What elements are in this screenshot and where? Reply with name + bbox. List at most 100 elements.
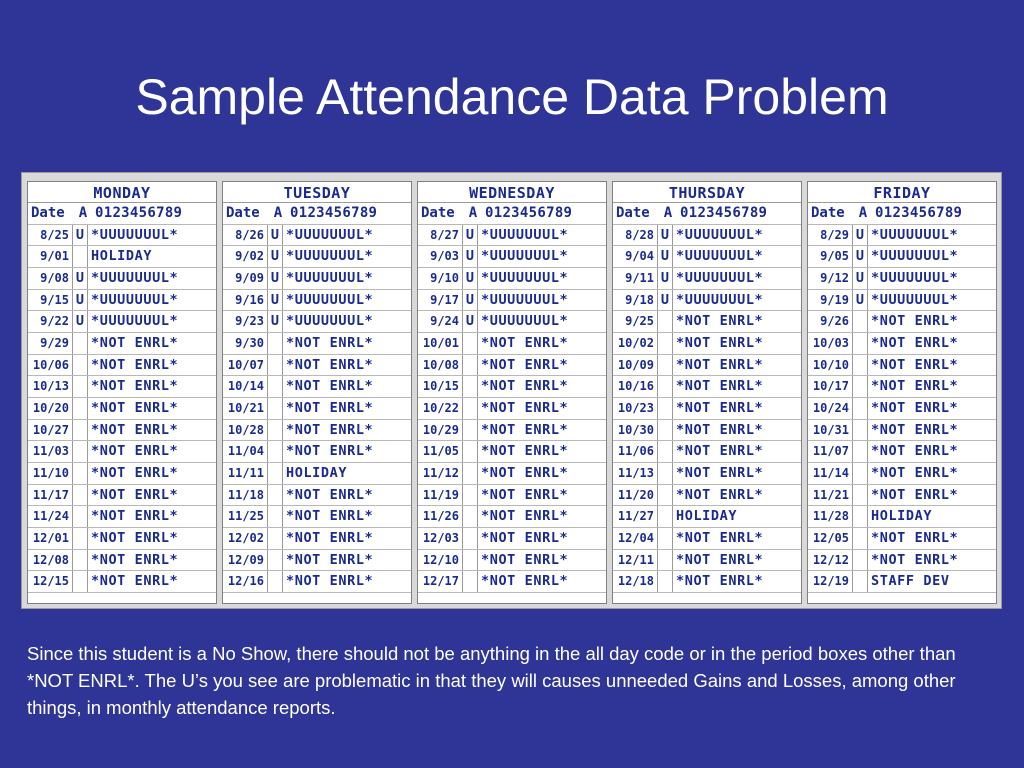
period-codes-cell: *NOT ENRL* — [481, 443, 569, 460]
date-cell: 9/09 — [235, 270, 264, 285]
all-day-code-cell — [657, 484, 673, 506]
all-day-code-cell — [852, 311, 868, 332]
table-row: 12/12 *NOT ENRL* — [808, 549, 996, 572]
period-codes-cell: *NOT ENRL* — [286, 356, 374, 373]
date-cell: 10/20 — [32, 400, 69, 415]
all-day-code-cell: U — [852, 267, 868, 289]
table-row: 12/19 STAFF DEV — [808, 571, 996, 593]
date-cell: 9/26 — [820, 314, 849, 329]
table-row: 11/05 *NOT ENRL* — [418, 441, 606, 463]
all-day-code-cell: U — [462, 246, 478, 267]
all-day-code-cell: U — [852, 246, 868, 267]
all-day-code-cell — [72, 354, 88, 376]
date-cell: 9/30 — [235, 335, 264, 350]
all-day-code-cell: U — [72, 267, 88, 289]
table-row: 8/28 U *UUUUUUUL* — [613, 224, 801, 247]
date-cell: 9/18 — [625, 292, 654, 307]
table-row: 12/09 *NOT ENRL* — [223, 549, 411, 572]
all-day-code-cell — [657, 462, 673, 484]
date-cell: 11/20 — [617, 487, 654, 502]
table-row: 10/08 *NOT ENRL* — [418, 354, 606, 377]
all-day-code-cell: U — [267, 311, 283, 332]
table-row: 11/20 *NOT ENRL* — [613, 484, 801, 507]
date-cell: 9/03 — [430, 249, 459, 264]
date-cell: 9/24 — [430, 314, 459, 329]
period-codes-cell: *NOT ENRL* — [481, 573, 569, 590]
all-day-code-cell: U — [267, 289, 283, 311]
all-day-code-cell — [267, 376, 283, 397]
date-cell: 10/06 — [32, 357, 69, 372]
all-day-code-cell — [267, 354, 283, 376]
all-day-code-cell — [267, 441, 283, 462]
date-cell: 12/08 — [32, 552, 69, 567]
period-codes-cell: *UUUUUUUL* — [871, 248, 959, 265]
period-codes-cell: *NOT ENRL* — [91, 421, 179, 438]
date-cell: 8/26 — [235, 227, 264, 242]
period-codes-cell: *NOT ENRL* — [91, 443, 179, 460]
period-codes-cell: *UUUUUUUL* — [871, 291, 959, 308]
period-codes-cell: *NOT ENRL* — [871, 529, 959, 546]
period-codes-cell: *NOT ENRL* — [286, 551, 374, 568]
period-codes-cell: *UUUUUUUL* — [91, 291, 179, 308]
date-cell: 12/04 — [617, 530, 654, 545]
period-codes-cell: *NOT ENRL* — [286, 486, 374, 503]
period-codes-cell: *NOT ENRL* — [676, 421, 764, 438]
period-codes-cell: *NOT ENRL* — [286, 421, 374, 438]
date-cell: 11/26 — [422, 509, 459, 524]
table-row: 10/06 *NOT ENRL* — [28, 354, 216, 377]
all-day-code-cell — [267, 571, 283, 592]
date-cell: 10/10 — [812, 357, 849, 372]
date-cell: 11/10 — [32, 465, 69, 480]
date-cell: 11/03 — [32, 444, 69, 459]
date-cell: 12/05 — [812, 530, 849, 545]
all-day-code-cell — [72, 332, 88, 354]
period-codes-cell: *NOT ENRL* — [91, 529, 179, 546]
date-cell: 10/22 — [422, 400, 459, 415]
table-row: 9/29 *NOT ENRL* — [28, 332, 216, 355]
date-cell: 9/19 — [820, 292, 849, 307]
all-day-column-header: A — [858, 205, 868, 221]
table-row: 10/14 *NOT ENRL* — [223, 376, 411, 398]
date-cell: 11/27 — [617, 509, 654, 524]
date-cell: 10/02 — [617, 335, 654, 350]
table-row: 12/17 *NOT ENRL* — [418, 571, 606, 593]
all-day-code-cell: U — [462, 224, 478, 246]
table-row: 12/10 *NOT ENRL* — [418, 549, 606, 572]
date-cell: 12/02 — [227, 530, 264, 545]
all-day-code-cell — [852, 332, 868, 354]
period-codes-cell: *UUUUUUUL* — [676, 269, 764, 286]
table-row: 9/22 U *UUUUUUUL* — [28, 311, 216, 333]
date-cell: 9/15 — [40, 292, 69, 307]
all-day-code-cell — [657, 441, 673, 462]
table-row: 10/28 *NOT ENRL* — [223, 419, 411, 442]
table-row: 11/04 *NOT ENRL* — [223, 441, 411, 463]
date-cell: 12/12 — [812, 552, 849, 567]
all-day-code-cell: U — [72, 311, 88, 332]
column-header-row: Date A 0123456789 — [613, 203, 801, 225]
all-day-code-cell — [72, 397, 88, 419]
table-row: 9/23 U *UUUUUUUL* — [223, 311, 411, 333]
date-cell: 10/23 — [617, 400, 654, 415]
table-row: 11/27 HOLIDAY — [613, 506, 801, 528]
period-codes-cell: *UUUUUUUL* — [286, 248, 374, 265]
table-row: 12/04 *NOT ENRL* — [613, 527, 801, 550]
all-day-code-cell — [852, 441, 868, 462]
table-row: 9/30 *NOT ENRL* — [223, 332, 411, 355]
all-day-code-cell: U — [462, 267, 478, 289]
table-row: 10/15 *NOT ENRL* — [418, 376, 606, 398]
all-day-code-cell — [462, 354, 478, 376]
period-codes-cell: STAFF DEV — [871, 573, 950, 590]
date-cell: 9/16 — [235, 292, 264, 307]
date-cell: 9/17 — [430, 292, 459, 307]
period-codes-cell: *NOT ENRL* — [871, 551, 959, 568]
period-codes-cell: *NOT ENRL* — [481, 421, 569, 438]
date-cell: 10/27 — [32, 422, 69, 437]
date-cell: 10/24 — [812, 400, 849, 415]
period-codes-cell: *NOT ENRL* — [91, 399, 179, 416]
table-row: 11/17 *NOT ENRL* — [28, 484, 216, 507]
date-cell: 9/29 — [40, 335, 69, 350]
table-row: 9/03 U *UUUUUUUL* — [418, 246, 606, 268]
all-day-code-cell — [462, 376, 478, 397]
all-day-code-cell — [852, 484, 868, 506]
table-row: 10/31 *NOT ENRL* — [808, 419, 996, 442]
